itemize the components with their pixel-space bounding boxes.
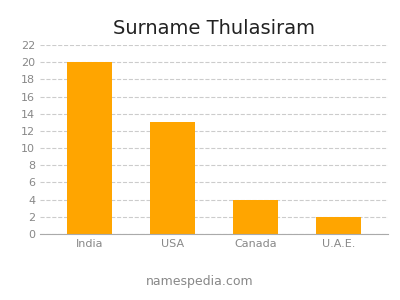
Bar — [233, 200, 278, 234]
Bar — [316, 217, 361, 234]
Bar — [150, 122, 195, 234]
Title: Surname Thulasiram: Surname Thulasiram — [113, 19, 315, 38]
Bar — [67, 62, 112, 234]
Text: namespedia.com: namespedia.com — [146, 275, 254, 288]
